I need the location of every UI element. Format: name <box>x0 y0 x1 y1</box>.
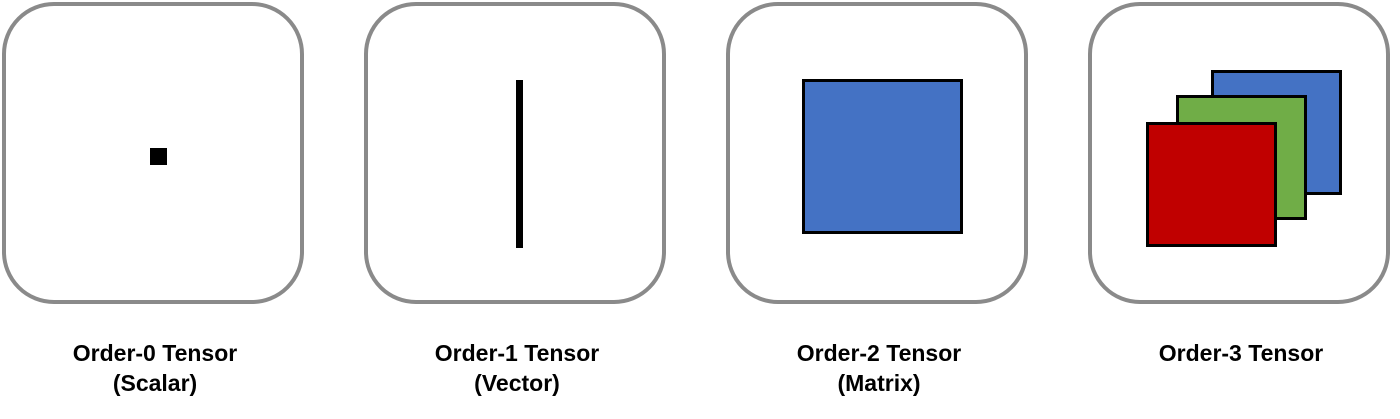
order-3-tensor-caption: Order-3 Tensor <box>1088 338 1394 368</box>
vector-caption: Order-1 Tensor (Vector) <box>364 338 670 398</box>
scalar-caption: Order-0 Tensor (Scalar) <box>2 338 308 398</box>
matrix-square <box>802 79 963 234</box>
caption-subtitle: (Matrix) <box>837 370 921 396</box>
matrix-panel <box>726 2 1028 304</box>
caption-title: Order-2 Tensor <box>796 340 962 366</box>
tensor-slice-front <box>1146 122 1277 247</box>
scalar-point <box>150 148 167 165</box>
vector-line <box>516 80 523 248</box>
caption-title: Order-1 Tensor <box>434 340 600 366</box>
order-3-tensor-panel <box>1088 2 1390 304</box>
caption-subtitle: (Vector) <box>474 370 560 396</box>
vector-panel <box>364 2 666 304</box>
scalar-panel <box>2 2 304 304</box>
caption-title: Order-3 Tensor <box>1158 340 1324 366</box>
caption-subtitle: (Scalar) <box>112 370 198 396</box>
matrix-caption: Order-2 Tensor (Matrix) <box>726 338 1032 398</box>
caption-title: Order-0 Tensor <box>72 340 238 366</box>
